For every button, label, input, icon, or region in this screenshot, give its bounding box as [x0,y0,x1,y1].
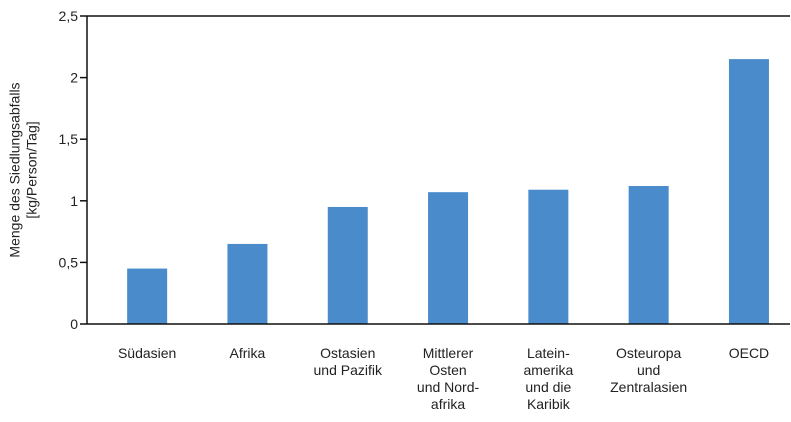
bar [528,189,569,324]
bar [227,243,268,324]
y-tick-label: 0 [70,316,78,332]
bar [428,192,469,324]
bar [327,206,368,324]
y-tick-label: 2 [70,70,78,86]
bar [628,186,669,324]
x-tick-label: Ostasien und Pazifik [314,345,383,378]
y-axis-label: Menge des Siedlungsabfalls[kg/Person/Tag… [7,82,40,257]
x-tick-label: Latein-amerika und die Karibik [523,345,573,412]
y-tick-label: 0,5 [59,254,79,270]
x-tick-label: Mittlerer Osten und Nord-afrika [417,345,480,412]
y-tick-label: 1 [70,193,78,209]
y-tick-label: 2,5 [59,8,79,24]
bar [127,268,168,324]
bar [728,59,769,325]
x-tick-label: Afrika [230,345,266,361]
y-tick-label: 1,5 [59,131,79,147]
x-tick-label: Osteuropa und Zentralasien [610,345,687,395]
x-tick-label: Südasien [118,345,176,361]
x-tick-label: OECD [729,345,769,361]
